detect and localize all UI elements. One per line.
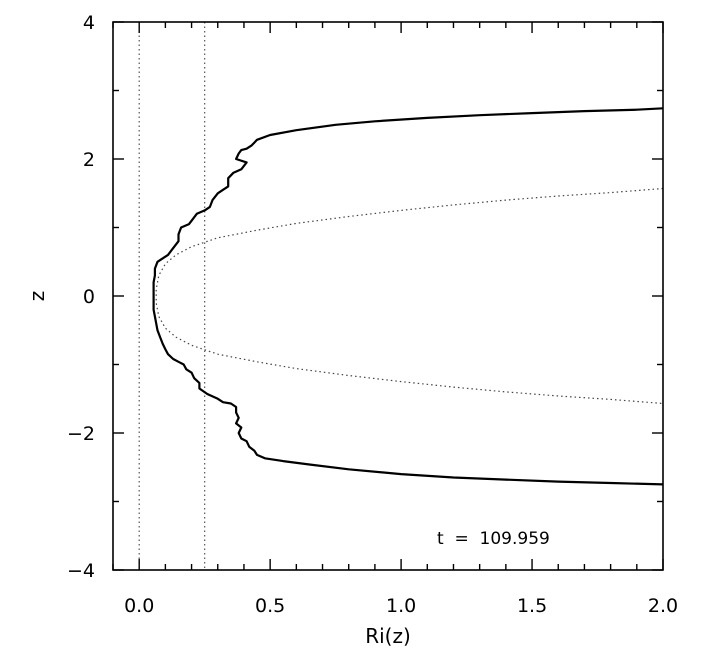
series-line-solid — [152, 107, 664, 486]
plot-frame — [112, 21, 664, 571]
y-tick-label: 0 — [83, 286, 95, 308]
series-group — [152, 107, 664, 486]
x-tick-label: 0.5 — [255, 595, 285, 617]
x-tick-label: 0.0 — [124, 595, 154, 617]
y-axis-label: z — [25, 291, 49, 302]
y-tick-label: 4 — [83, 12, 95, 34]
ticks-group — [112, 21, 664, 571]
reference-lines — [138, 22, 206, 570]
y-tick-label: 2 — [83, 149, 95, 171]
series-line-dotted — [155, 187, 664, 405]
x-tick-labels: 0.0 0.5 1.0 1.5 2.0 — [124, 595, 678, 617]
y-tick-label: −4 — [67, 560, 95, 582]
x-tick-label: 2.0 — [648, 595, 678, 617]
x-axis-label: Ri(z) — [365, 624, 411, 648]
x-tick-label: 1.5 — [517, 595, 547, 617]
y-tick-label: −2 — [67, 423, 95, 445]
x-tick-label: 1.0 — [386, 595, 416, 617]
y-tick-labels: −4 −2 0 2 4 — [67, 12, 95, 582]
time-annotation: t = 109.959 — [437, 529, 550, 549]
